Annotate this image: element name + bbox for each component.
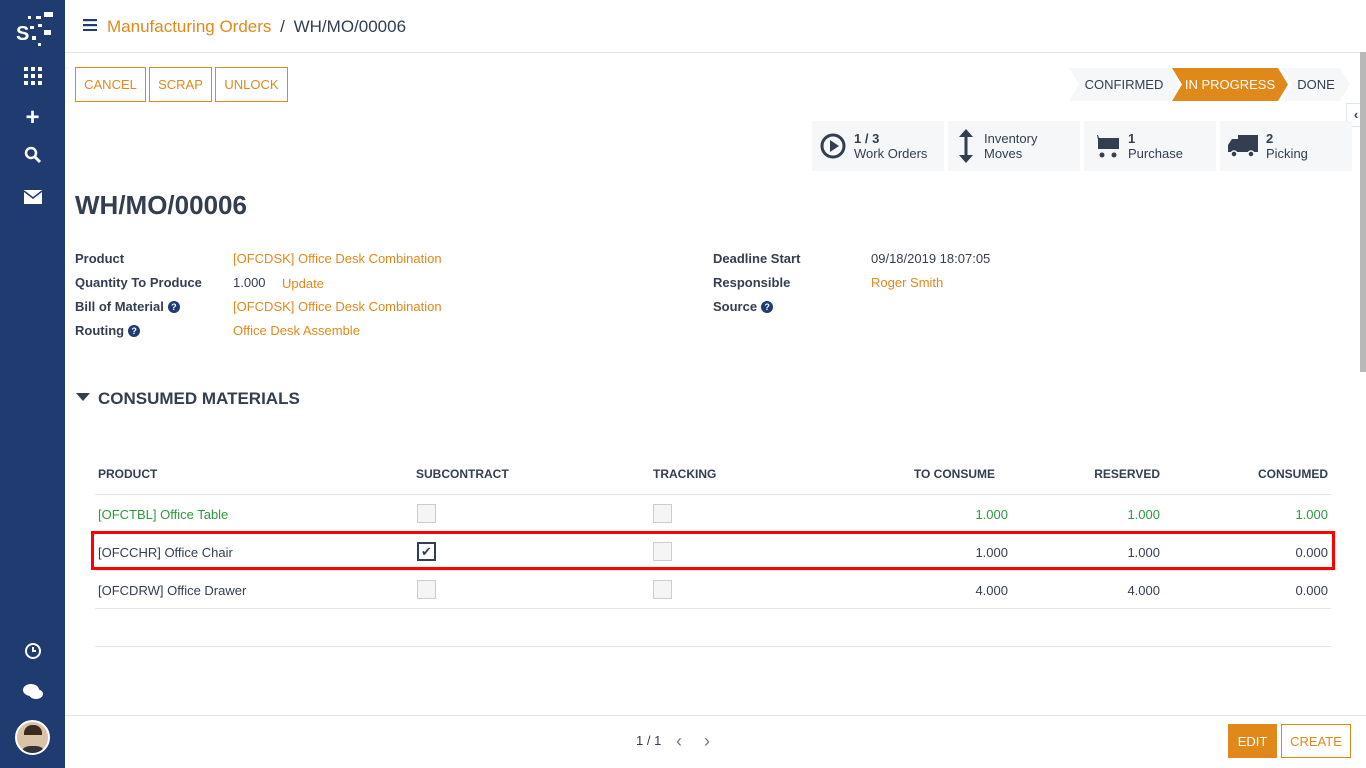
- col-tracking[interactable]: TRACKING: [653, 467, 717, 481]
- table-row[interactable]: [OFCTBL] Office Table 1.000 1.000 1.000: [95, 495, 1331, 533]
- inventory-moves-button[interactable]: Inventory Moves: [948, 121, 1080, 171]
- tracking-checkbox: [653, 580, 672, 599]
- stat-label: Work Orders: [854, 146, 928, 161]
- reserved-cell: 1.000: [1127, 507, 1160, 522]
- truck-icon: [1228, 135, 1258, 158]
- stage-in-progress[interactable]: IN PROGRESS: [1172, 68, 1288, 101]
- work-orders-button[interactable]: 1 / 3 Work Orders: [812, 121, 944, 171]
- section-toggle[interactable]: CONSUMED MATERIALS: [76, 389, 300, 409]
- cancel-button[interactable]: CANCEL: [75, 67, 146, 102]
- picking-button[interactable]: 2 Picking: [1220, 121, 1352, 171]
- breadcrumb: Manufacturing Orders / WH/MO/00006: [107, 17, 406, 37]
- pager-next-icon[interactable]: ›: [704, 731, 710, 751]
- control-panel-header: Manufacturing Orders / WH/MO/00006: [65, 0, 1366, 53]
- search-icon[interactable]: [0, 146, 65, 169]
- chat-icon[interactable]: [0, 683, 65, 706]
- avatar[interactable]: [15, 720, 50, 755]
- help-icon[interactable]: ?: [761, 301, 774, 313]
- stat-label: Picking: [1266, 146, 1308, 161]
- product-link[interactable]: [OFCDSK] Office Desk Combination: [233, 251, 442, 266]
- stat-count: 1 / 3: [854, 131, 880, 146]
- pager-value[interactable]: 1 / 1: [636, 733, 662, 748]
- col-product[interactable]: PRODUCT: [98, 467, 158, 481]
- caret-down-icon: [76, 393, 90, 401]
- reserved-cell: 1.000: [1127, 545, 1160, 560]
- breadcrumb-separator: /: [280, 17, 285, 36]
- routing-label: Routing: [75, 323, 125, 338]
- to-consume-cell: 1.000: [975, 545, 1008, 560]
- tracking-checkbox: [653, 504, 672, 523]
- stat-label: Purchase: [1128, 146, 1183, 161]
- breadcrumb-parent[interactable]: Manufacturing Orders: [107, 17, 272, 36]
- bom-link[interactable]: [OFCDSK] Office Desk Combination: [233, 299, 442, 314]
- stat-count: 2: [1266, 131, 1274, 146]
- consumed-cell: 0.000: [1295, 545, 1328, 560]
- scrap-button[interactable]: SCRAP: [149, 67, 212, 102]
- table-row[interactable]: [OFCCHR] Office Chair ✔ 1.000 1.000 0.00…: [95, 533, 1331, 571]
- play-circle-icon: [820, 133, 846, 159]
- help-icon[interactable]: ?: [128, 325, 141, 337]
- stat-count: Inventory: [984, 131, 1038, 146]
- col-subcontract[interactable]: SUBCONTRACT: [416, 467, 509, 481]
- col-reserved[interactable]: RESERVED: [1094, 467, 1160, 481]
- source-label: Source: [713, 299, 758, 314]
- update-quantity-button[interactable]: Update: [282, 276, 324, 291]
- stage-done[interactable]: DONE: [1282, 68, 1350, 101]
- stage-confirmed[interactable]: CONFIRMED: [1069, 68, 1179, 101]
- unlock-button[interactable]: UNLOCK: [215, 67, 288, 102]
- highlight-box: [91, 531, 1335, 570]
- sidebar: S +: [0, 0, 65, 768]
- product-cell: [OFCTBL] Office Table: [98, 507, 229, 522]
- quantity-label: Quantity To Produce: [75, 275, 202, 290]
- help-icon[interactable]: ?: [167, 301, 180, 313]
- mail-icon[interactable]: [0, 188, 65, 209]
- col-consumed[interactable]: CONSUMED: [1257, 467, 1328, 481]
- consumed-cell: 1.000: [1295, 507, 1328, 522]
- section-title: CONSUMED MATERIALS: [98, 389, 300, 408]
- stat-count: 1: [1128, 131, 1136, 146]
- product-label: Product: [75, 251, 125, 266]
- routing-link[interactable]: Office Desk Assemble: [233, 323, 360, 338]
- tracking-checkbox: [653, 542, 672, 561]
- product-cell: [OFCCHR] Office Chair: [98, 545, 233, 560]
- apps-icon[interactable]: [0, 67, 65, 90]
- footer-divider: [65, 715, 1366, 716]
- quantity-value: 1.000: [233, 275, 266, 290]
- to-consume-cell: 4.000: [975, 583, 1008, 598]
- edit-button[interactable]: EDIT: [1228, 724, 1277, 758]
- product-cell: [OFCDRW] Office Drawer: [98, 583, 247, 598]
- svg-text:S: S: [16, 23, 29, 45]
- deadline-label: Deadline Start: [713, 251, 801, 266]
- clock-icon[interactable]: [0, 642, 65, 665]
- responsible-label: Responsible: [713, 275, 791, 290]
- cart-icon: [1092, 135, 1119, 158]
- record-title: WH/MO/00006: [75, 190, 247, 220]
- arrows-vertical-icon: [959, 129, 973, 163]
- plus-icon[interactable]: +: [25, 104, 40, 131]
- menu-toggle-icon[interactable]: [83, 19, 97, 34]
- to-consume-cell: 1.000: [975, 507, 1008, 522]
- bom-label: Bill of Material: [75, 299, 164, 314]
- create-button[interactable]: CREATE: [1281, 724, 1351, 758]
- purchase-button[interactable]: 1 Purchase: [1084, 121, 1216, 171]
- breadcrumb-current: WH/MO/00006: [293, 17, 407, 36]
- stat-label: Moves: [984, 146, 1023, 161]
- subcontract-checkbox-checked: ✔: [417, 542, 436, 561]
- logo[interactable]: S: [0, 10, 65, 55]
- col-to-consume[interactable]: TO CONSUME: [913, 467, 995, 481]
- subcontract-checkbox: [417, 580, 436, 599]
- reserved-cell: 4.000: [1127, 583, 1160, 598]
- deadline-value: 09/18/2019 18:07:05: [871, 251, 991, 266]
- consumed-cell: 0.000: [1295, 583, 1328, 598]
- subcontract-checkbox: [417, 504, 436, 523]
- responsible-link[interactable]: Roger Smith: [871, 275, 944, 290]
- pager-previous-icon[interactable]: ‹: [676, 731, 682, 751]
- scrollbar[interactable]: [1360, 52, 1366, 372]
- table-row[interactable]: [OFCDRW] Office Drawer 4.000 4.000 0.000: [95, 571, 1331, 609]
